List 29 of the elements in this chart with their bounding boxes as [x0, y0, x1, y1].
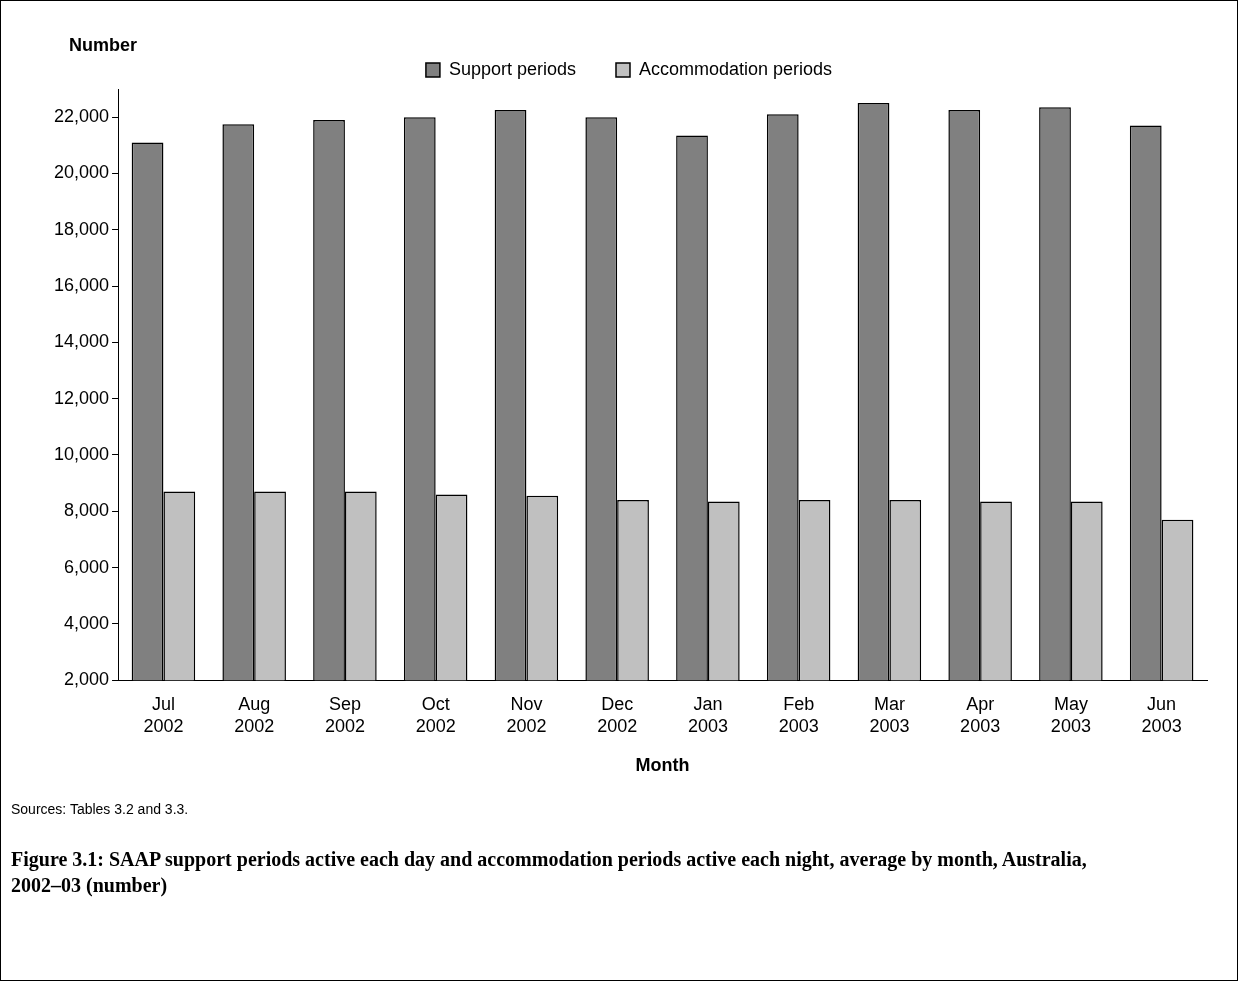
source-note: Sources: Tables 3.2 and 3.3. — [11, 801, 189, 817]
y-tick-label: 8,000 — [64, 500, 110, 521]
y-tick-label: 14,000 — [53, 331, 110, 352]
y-tick-label: 10,000 — [53, 443, 110, 464]
y-tick-label: 6,000 — [64, 556, 110, 577]
y-tick-label: 4,000 — [64, 612, 110, 633]
x-axis-title: Month — [635, 755, 690, 776]
legend-label: Support periods — [448, 58, 577, 79]
text: Figure 3.1: SAAP support periods active each day and accommodation periods active each night, average by month, Australia, 2002–03 (number) — [11, 847, 1088, 898]
y-tick-label: 18,000 — [53, 218, 110, 239]
y-tick-label: 16,000 — [53, 275, 110, 296]
y-tick-label: 12,000 — [53, 387, 110, 408]
x-tick-label: Jun 2003 — [1141, 693, 1182, 736]
x-tick-label: Dec 2002 — [597, 693, 638, 736]
x-tick-label: Jan 2003 — [687, 693, 728, 736]
x-tick-label: Sep 2002 — [324, 693, 365, 736]
x-tick-label: Nov 2002 — [506, 693, 547, 736]
x-tick-label: Oct 2002 — [415, 693, 456, 736]
x-tick-label: Mar 2003 — [869, 693, 910, 736]
x-tick-label: May 2003 — [1050, 693, 1091, 736]
y-axis-title: Number — [69, 34, 138, 55]
x-tick-label: Jul 2002 — [143, 693, 184, 736]
y-tick-label: 20,000 — [53, 162, 110, 183]
y-tick-label: 2,000 — [64, 669, 110, 690]
x-tick-label: Apr 2003 — [960, 693, 1001, 736]
y-tick-label: 22,000 — [53, 106, 110, 127]
x-tick-label: Aug 2002 — [234, 693, 275, 736]
x-tick-label: Feb 2003 — [778, 693, 819, 736]
legend-label: Accommodation periods — [638, 58, 833, 79]
